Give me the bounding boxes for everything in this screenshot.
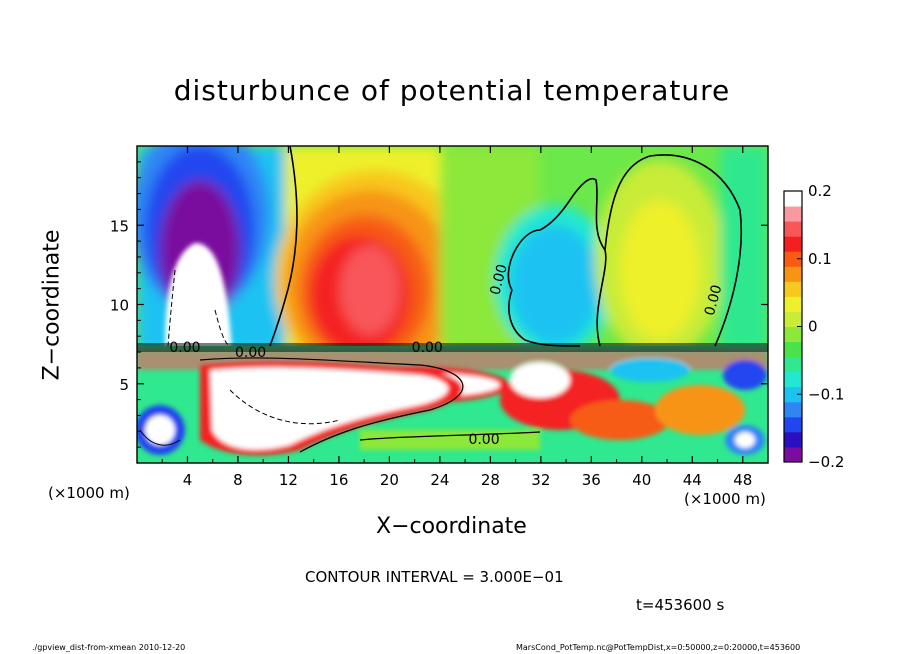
contour-label: 0.00 [235,345,266,361]
contour-interval-text: CONTOUR INTERVAL = 3.000E−01 [305,568,564,586]
x-axis: 4 8 12 16 20 24 28 32 36 40 44 48 [161,146,752,489]
contour-label: 0.00 [412,340,443,356]
x-unit-label: (×1000 m) [684,490,766,508]
y-tick-label: 5 [119,376,129,394]
z-unit-label: (×1000 m) [48,484,130,502]
y-axis-label: Z−coordinate [39,229,65,381]
contour-label: 0.00 [487,263,511,297]
y-tick-label: 15 [110,217,129,235]
x-tick-label: 32 [531,471,550,489]
colorbar-swatch [784,371,802,388]
colorbar-tick-label: 0.1 [808,250,832,268]
colorbar-tick-label: −0.2 [808,453,844,471]
x-tick-label: 8 [233,471,243,489]
x-axis-label: X−coordinate [376,514,527,539]
contour-label: 0.00 [468,432,499,448]
potential-temperature-field [137,146,768,463]
colorbar-swatch [784,416,802,433]
footer-script-info: ./gpview_dist-from-xmean 2010-12-20 [32,643,186,652]
colorbar-swatch [784,311,802,327]
colorbar-swatch [784,206,802,222]
colorbar-swatch [784,221,802,237]
colorbar-tick-label: 0.2 [808,182,832,200]
x-tick-label: 12 [279,471,298,489]
y-tick-label: 10 [110,297,129,315]
contour-labels: 0.00 0.00 0.00 0.00 0.00 0.00 [169,263,725,448]
colorbar-swatch [784,326,802,343]
contour-lines [139,146,743,453]
contour-label: 0.00 [702,283,726,317]
colorbar-swatch [784,341,802,358]
colorbar: 0.2 0.1 0 −0.1 −0.2 [783,182,844,471]
x-tick-label: 4 [183,471,193,489]
x-tick-label: 24 [430,471,449,489]
colorbar-tick-label: 0 [808,318,818,336]
x-tick-label: 20 [380,471,399,489]
colorbar-swatch [784,296,802,312]
colorbar-swatch [784,431,802,448]
chart-title: disturbunce of potential temperature [173,74,731,107]
colorbar-swatch [784,251,802,267]
x-tick-label: 16 [329,471,348,489]
x-tick-label: 48 [733,471,752,489]
colorbar-swatch [784,386,802,403]
colorbar-swatch [784,281,802,297]
colorbar-swatch [784,266,802,282]
footer-file-info: MarsCond_PotTemp.nc@PotTempDist,x=0:5000… [516,643,801,652]
colorbar-swatch [784,401,802,418]
colorbar-swatch [784,356,802,373]
colorbar-tick-label: −0.1 [808,385,844,403]
x-tick-label: 40 [632,471,651,489]
time-label: t=453600 s [636,596,725,614]
x-tick-label: 44 [683,471,702,489]
colorbar-swatch [784,191,802,207]
colorbar-swatch [784,446,802,463]
x-tick-label: 36 [582,471,601,489]
contour-label: 0.00 [169,340,200,356]
x-tick-label: 28 [481,471,500,489]
colorbar-swatch [784,236,802,252]
y-axis: 5 10 15 [110,161,768,448]
